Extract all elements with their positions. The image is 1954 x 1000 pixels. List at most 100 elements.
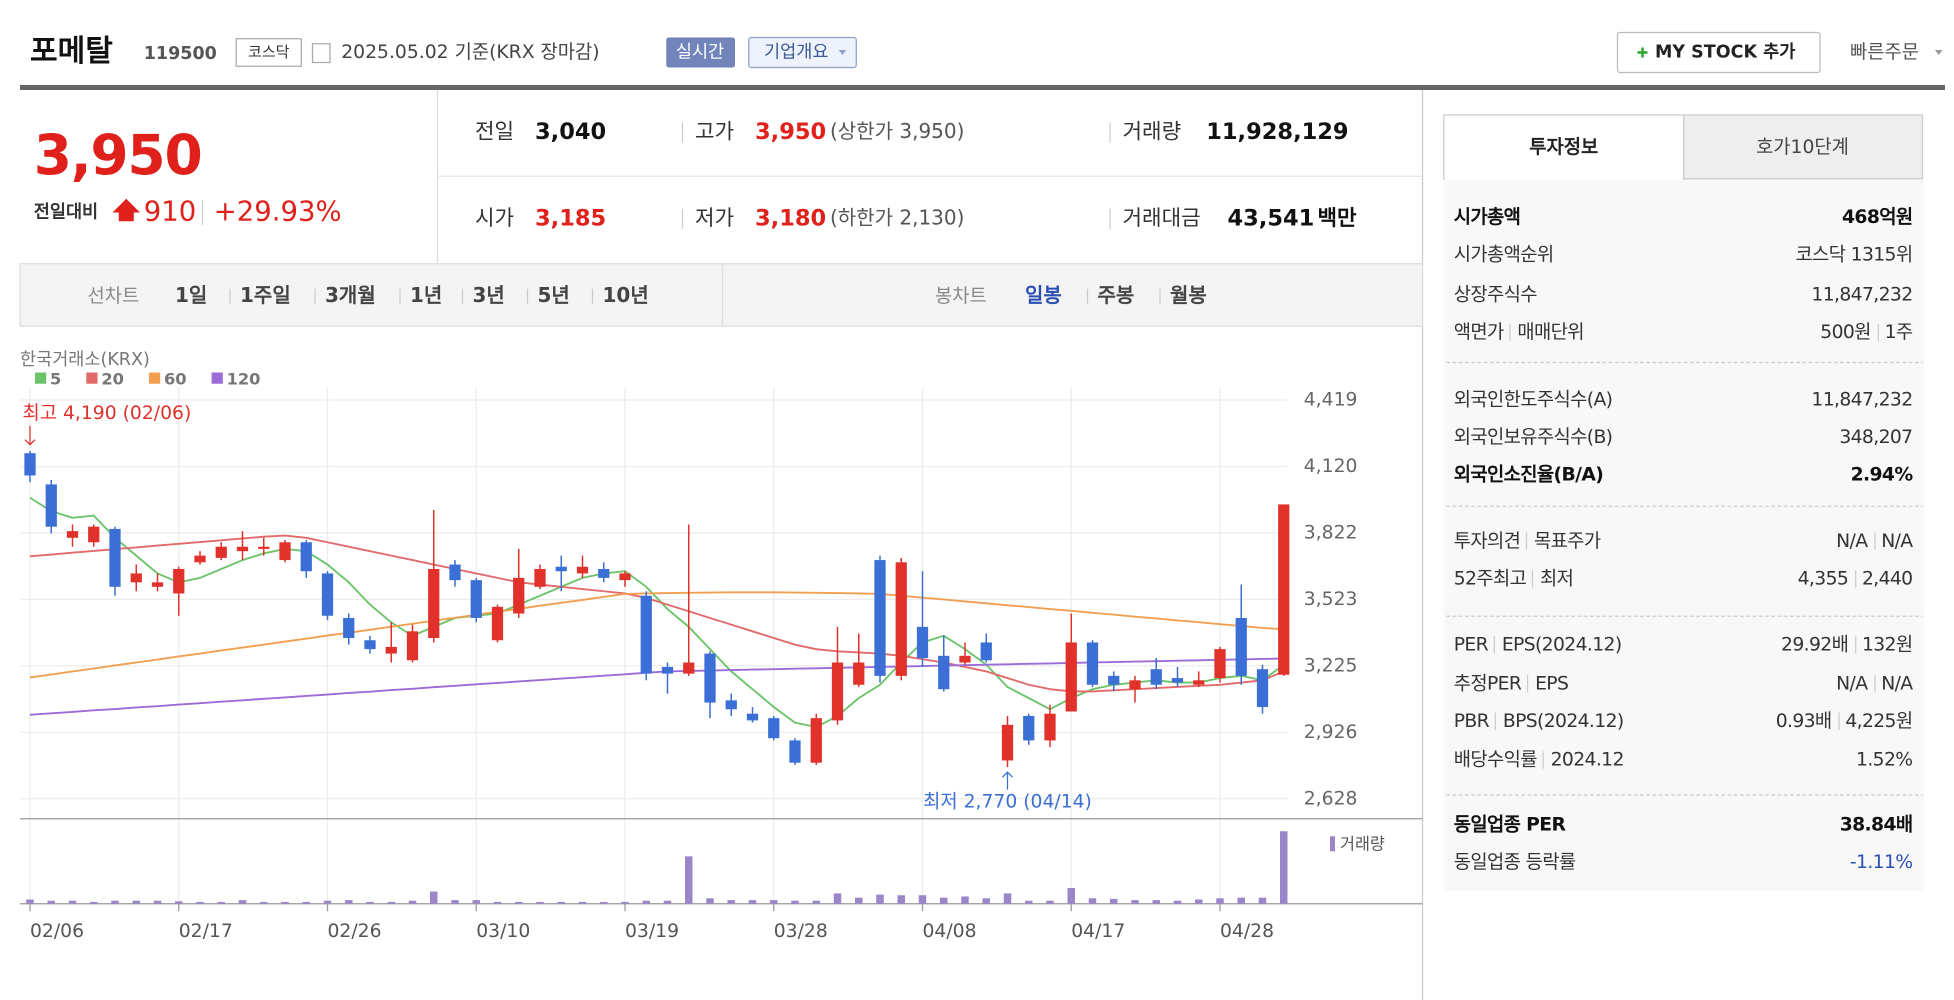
candle-body: [683, 662, 695, 674]
volume-bar: [876, 894, 884, 904]
volume-bar: [47, 900, 55, 904]
y-tick-label: 2,628: [1304, 788, 1358, 809]
info-label: EPS: [1535, 673, 1568, 694]
candle-body: [959, 655, 971, 663]
volume-bar: [642, 900, 650, 904]
info-label: 동일업종 등락률: [1454, 851, 1576, 873]
candle-body: [980, 642, 992, 661]
annotation-arrow: [1002, 771, 1013, 790]
candle-body: [173, 568, 185, 594]
period-tab[interactable]: 10년: [603, 283, 649, 307]
period-tab[interactable]: 1주일: [240, 283, 291, 307]
info-label: 동일업종 PER: [1454, 814, 1567, 836]
candle-body: [916, 626, 929, 659]
data-source: 한국거래소(KRX): [20, 350, 150, 370]
candle-body: [555, 566, 567, 572]
y-tick-label: 2,926: [1304, 722, 1358, 743]
candle-body: [1001, 724, 1014, 761]
x-tick-label: 04/17: [1071, 921, 1125, 942]
volume-bar: [1088, 898, 1097, 904]
date-basis: 2025.05.02 기준(KRX 장마감): [341, 41, 599, 63]
candle-body: [1086, 642, 1099, 685]
candle-body: [1256, 669, 1269, 708]
note: (상한가 3,950): [830, 119, 964, 143]
candle-body: [1065, 642, 1077, 712]
candle-body: [449, 564, 461, 581]
volume-bar: [1173, 900, 1182, 904]
period-tab[interactable]: 주봉: [1098, 283, 1135, 307]
volume-bar: [175, 901, 183, 904]
y-tick-label: 4,120: [1304, 456, 1358, 477]
volume-bar: [578, 901, 587, 904]
volume-bar: [323, 900, 332, 904]
company-button[interactable]: [748, 36, 857, 69]
volume-bar: [1025, 900, 1033, 904]
x-tick-label: 04/28: [1220, 921, 1274, 942]
period-tab[interactable]: 1일: [175, 283, 207, 307]
info-label: 투자의견: [1454, 530, 1521, 552]
info-label: EPS(2024.12): [1502, 635, 1622, 656]
x-tick-label: 04/08: [923, 921, 977, 942]
candle-body: [88, 526, 100, 543]
volume-bar: [940, 897, 948, 904]
legend-swatch: [148, 372, 161, 384]
tab-label[interactable]: 투자정보: [1529, 136, 1598, 158]
candle-body: [831, 662, 844, 721]
volume-bar: [430, 891, 438, 904]
volume-bar: [1216, 898, 1224, 904]
ma-line: [29, 591, 1284, 679]
company-label[interactable]: 기업개요: [764, 43, 828, 63]
info-value: 2.94%: [1851, 465, 1914, 486]
label: 고가: [695, 120, 734, 145]
mystock-label[interactable]: MY STOCK 추가: [1655, 43, 1795, 63]
tab-label[interactable]: 호가10단계: [1756, 136, 1849, 158]
volume-bar: [408, 900, 417, 904]
candle-body: [279, 542, 291, 561]
annotation: 최고 4,190 (02/06): [23, 402, 192, 424]
candle-body: [236, 546, 249, 552]
candle-body: [895, 562, 907, 676]
legend-swatch: [211, 372, 223, 384]
tab[interactable]: [1683, 114, 1924, 180]
info-label: PBR: [1454, 711, 1490, 732]
info-value: 11,847,232: [1811, 390, 1912, 411]
volume-bar: [132, 900, 140, 904]
mystock-button[interactable]: [1616, 31, 1821, 74]
volume-bar: [26, 899, 34, 904]
realtime-button[interactable]: [666, 37, 735, 68]
period-tab[interactable]: 3개월: [325, 283, 376, 307]
period-tab[interactable]: 월봉: [1170, 283, 1207, 307]
info-value: 1주: [1885, 322, 1913, 343]
realtime-label[interactable]: 실시간: [676, 43, 724, 63]
period-tab[interactable]: 3년: [473, 283, 505, 307]
volume-bar: [451, 900, 459, 904]
label: 저가: [695, 206, 734, 231]
info-value: 4,225원: [1845, 710, 1912, 732]
info-value: 38.84배: [1840, 814, 1913, 836]
volume-bar: [897, 895, 905, 904]
info-value: N/A: [1836, 531, 1868, 552]
candle-body: [1214, 649, 1226, 679]
unit: 백만: [1318, 206, 1358, 231]
y-tick-label: 3,225: [1304, 655, 1358, 676]
volume-bar: [238, 900, 247, 904]
candle-body: [619, 573, 631, 581]
info-label: 상장주식수: [1454, 284, 1537, 306]
volume-bar: [345, 900, 353, 904]
candle-body: [109, 528, 121, 587]
volume-bar: [770, 900, 778, 904]
annotation-arrow: [24, 425, 36, 446]
x-tick-label: 03/19: [625, 921, 679, 942]
tab-group-label: 선차트: [88, 285, 140, 307]
quick-order[interactable]: 빠른주문: [1850, 41, 1919, 63]
price-chart: 한국거래소(KRX)5 20 60 120 2,628 2,926 3,225 3,523 3,…: [20, 350, 1423, 942]
candle-body: [938, 655, 950, 690]
period-tab[interactable]: 일봉: [1025, 283, 1062, 307]
candle-body: [364, 640, 376, 650]
info-value: 4,355: [1798, 568, 1849, 589]
legend-swatch: [86, 372, 98, 384]
period-tab[interactable]: 1년: [410, 283, 442, 307]
period-tab[interactable]: 5년: [538, 283, 570, 307]
info-value: 29.92배: [1781, 634, 1848, 656]
current-price: 3,950: [34, 123, 202, 187]
